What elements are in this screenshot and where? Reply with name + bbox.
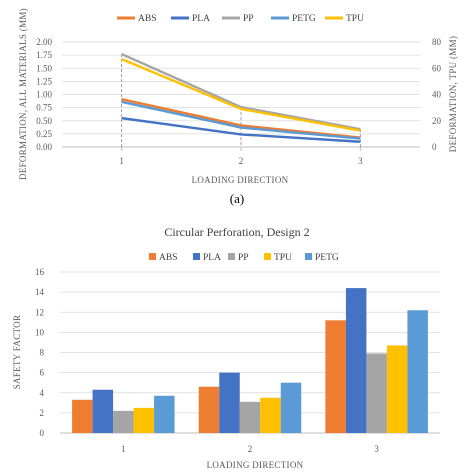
x-axis-tick-label: 3 [374, 444, 379, 454]
bar-pp [239, 401, 261, 433]
y-axis-tick-label: 0 [40, 428, 45, 438]
legend-label-petg: PETG [292, 14, 316, 24]
line-chart-x-axis-ticks: 1 2 3 [119, 147, 363, 166]
legend-label-pp: PP [243, 14, 254, 24]
bar-pla [92, 389, 114, 433]
legend-swatch-abs [149, 253, 156, 260]
line-chart-x-axis-title: Loading Direction [192, 175, 289, 185]
legend-label-abs: ABS [138, 14, 156, 24]
line-chart-right-axis-title: Deformation, TPU (mm) [448, 36, 458, 152]
x-axis-tick-label: 3 [358, 156, 363, 166]
bar-chart-x-axis-title: Loading Direction [207, 460, 304, 470]
series-line-petg [121, 100, 361, 140]
line-chart-deformation: ABS PLA PP PETG TPU 0.00 0.25 0.50 0.75 1.00 1.25… [18, 8, 458, 185]
x-axis-tick-label: 1 [119, 156, 124, 166]
bar-abs [198, 386, 220, 433]
bar-abs [72, 399, 93, 433]
legend-label-tpu: TPU [274, 253, 292, 263]
right-axis-tick-label: 80 [432, 37, 442, 47]
series-line-tpu [121, 57, 361, 132]
bar-pp [113, 410, 134, 433]
legend-label-pla: PLA [203, 253, 221, 263]
line-chart-left-axis-ticks: 0.00 0.25 0.50 0.75 1.00 1.25 1.50 1.75 2.00 [36, 37, 52, 152]
bar-tpu [133, 407, 155, 433]
bar-chart-x-axis-ticks: 1 2 3 [121, 444, 379, 454]
bar-chart-y-axis-title: Safety Factor [12, 315, 22, 390]
legend-swatch-pla [193, 253, 200, 260]
y-axis-tick-label: 2 [40, 408, 45, 418]
legend-label-tpu: TPU [346, 14, 364, 24]
legend-label-pla: PLA [192, 14, 210, 24]
legend-swatch-pp [228, 253, 235, 260]
x-axis-tick-label: 2 [239, 156, 244, 166]
bar-tpu [386, 345, 408, 433]
bar-chart-title: Circular Perforation, Design 2 [164, 225, 309, 239]
caption-a: (a) [230, 191, 244, 206]
left-axis-tick-label: 1.75 [36, 50, 52, 60]
left-axis-tick-label: 0.75 [36, 103, 52, 113]
right-axis-tick-label: 40 [432, 90, 442, 100]
bar-chart-legend: ABS PLA PP TPU PETG [149, 253, 339, 263]
left-axis-tick-label: 0.00 [36, 142, 52, 152]
y-axis-tick-label: 12 [35, 307, 44, 317]
left-axis-tick-label: 2.00 [36, 37, 52, 47]
y-axis-tick-label: 10 [35, 327, 45, 337]
right-axis-tick-label: 20 [432, 116, 442, 126]
line-chart-gridlines [62, 41, 420, 148]
left-axis-tick-label: 1.00 [36, 90, 52, 100]
y-axis-tick-label: 8 [40, 348, 45, 358]
bar-chart-safety-factor: Circular Perforation, Design 2 ABS PLA PP T… [12, 225, 440, 470]
line-chart-legend: ABS PLA PP PETG TPU [117, 14, 364, 24]
bar-pla [219, 372, 240, 433]
left-axis-tick-label: 1.50 [36, 63, 52, 73]
line-chart-right-axis-ticks: 0 20 40 60 80 [432, 37, 442, 152]
line-chart-drop-lines [121, 54, 361, 147]
legend-swatch-petg [305, 253, 312, 260]
legend-label-abs: ABS [159, 253, 177, 263]
bar-petg [154, 395, 175, 433]
y-axis-tick-label: 16 [35, 267, 45, 277]
bar-chart-y-axis-ticks: 0 2 4 6 8 10 12 14 16 [35, 267, 45, 438]
left-axis-tick-label: 1.25 [36, 76, 52, 86]
legend-label-pp: PP [238, 253, 249, 263]
series-line-pp [121, 52, 361, 131]
bar-petg [280, 382, 302, 433]
bar-petg [407, 310, 428, 433]
x-axis-tick-label: 2 [248, 444, 253, 454]
bar-pla [345, 288, 367, 433]
legend-label-petg: PETG [315, 253, 339, 263]
line-chart-left-axis-title: Deformation, All Materials (mm) [18, 8, 28, 180]
y-axis-tick-label: 4 [40, 388, 45, 398]
bar-chart-bars [72, 288, 428, 433]
x-axis-tick-label: 1 [121, 444, 126, 454]
bar-tpu [260, 397, 281, 433]
left-axis-tick-label: 0.25 [36, 129, 52, 139]
legend-swatch-tpu [264, 253, 271, 260]
right-axis-tick-label: 0 [432, 142, 437, 152]
y-axis-tick-label: 6 [40, 368, 45, 378]
y-axis-tick-label: 14 [35, 287, 45, 297]
bar-pp [366, 353, 387, 433]
left-axis-tick-label: 0.50 [36, 116, 52, 126]
right-axis-tick-label: 60 [432, 63, 442, 73]
series-line-abs [121, 98, 361, 139]
series-line-pla [121, 116, 361, 143]
line-chart-series [121, 52, 361, 143]
bar-abs [325, 320, 346, 433]
